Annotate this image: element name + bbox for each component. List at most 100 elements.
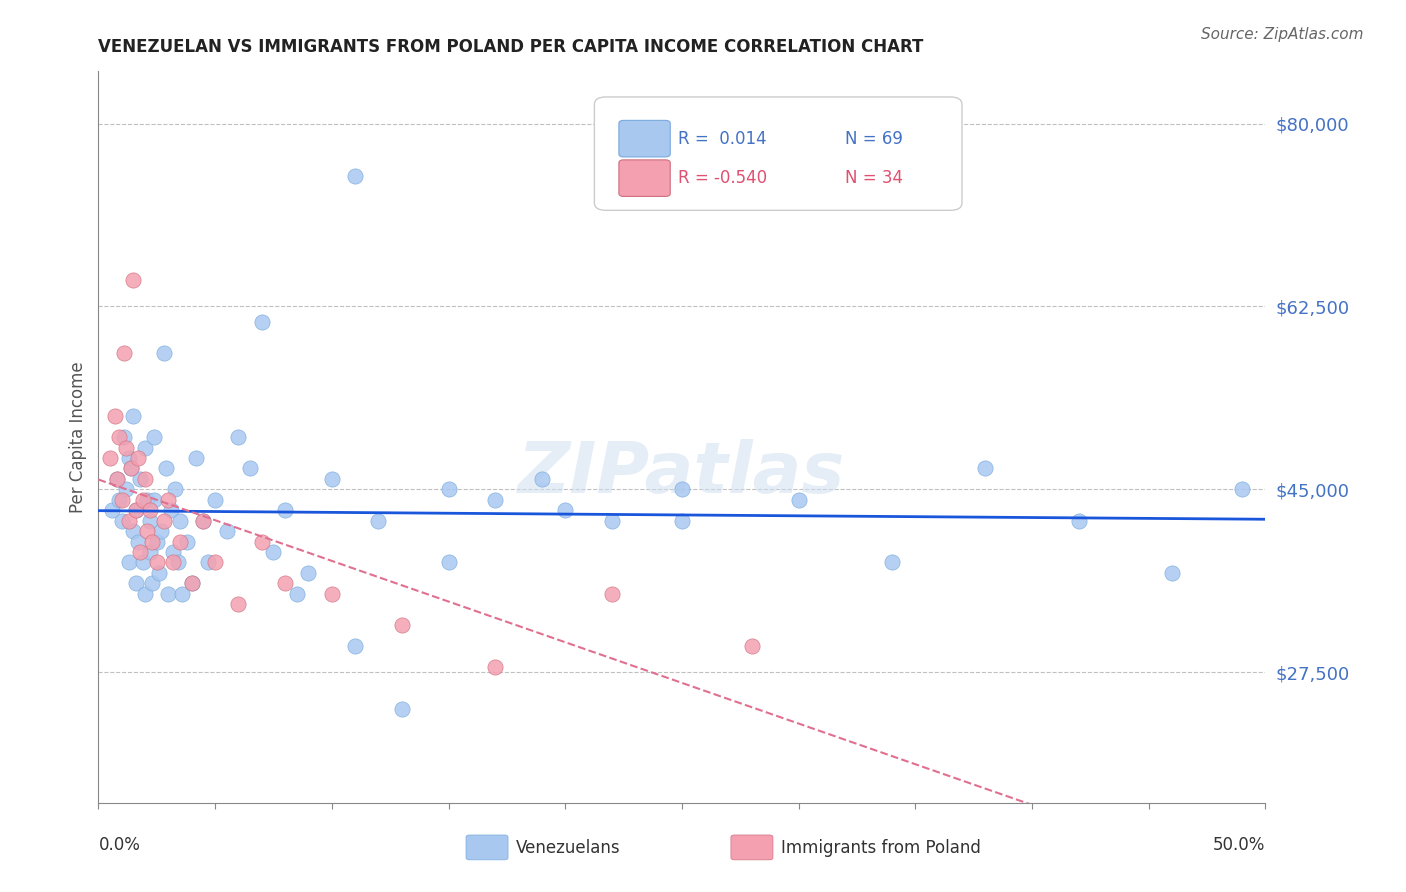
Point <box>125 503 148 517</box>
Point <box>554 503 576 517</box>
Point <box>600 587 623 601</box>
Point <box>111 492 134 507</box>
Point <box>143 492 166 507</box>
Point <box>204 492 226 507</box>
Point <box>112 346 135 360</box>
Text: ZIPatlas: ZIPatlas <box>519 439 845 508</box>
Point <box>143 430 166 444</box>
Point <box>204 556 226 570</box>
Point <box>437 556 460 570</box>
Point <box>974 461 997 475</box>
Text: N = 34: N = 34 <box>845 169 903 187</box>
Point <box>193 514 215 528</box>
Text: Source: ZipAtlas.com: Source: ZipAtlas.com <box>1201 27 1364 42</box>
Point <box>193 514 215 528</box>
Point <box>127 534 149 549</box>
Point <box>166 556 188 570</box>
Point <box>98 450 121 465</box>
Point <box>180 576 202 591</box>
Point <box>1230 483 1253 497</box>
Point <box>391 618 413 632</box>
Point <box>391 702 413 716</box>
Point <box>148 566 170 580</box>
Point <box>169 534 191 549</box>
FancyBboxPatch shape <box>619 160 671 196</box>
Point <box>250 534 273 549</box>
Point <box>112 430 135 444</box>
Text: VENEZUELAN VS IMMIGRANTS FROM POLAND PER CAPITA INCOME CORRELATION CHART: VENEZUELAN VS IMMIGRANTS FROM POLAND PER… <box>98 38 924 56</box>
Point <box>129 545 152 559</box>
Point <box>118 450 141 465</box>
Point <box>136 492 159 507</box>
Point <box>180 576 202 591</box>
Point <box>285 587 308 601</box>
Point <box>165 483 187 497</box>
Point <box>132 492 155 507</box>
Point <box>139 503 162 517</box>
Point <box>152 514 174 528</box>
Point <box>1067 514 1090 528</box>
Point <box>172 587 194 601</box>
Point <box>530 472 553 486</box>
Point <box>157 492 180 507</box>
Point <box>115 483 138 497</box>
Text: N = 69: N = 69 <box>845 129 903 148</box>
Point <box>344 169 367 183</box>
Point <box>197 556 219 570</box>
FancyBboxPatch shape <box>731 835 773 860</box>
Point <box>129 472 152 486</box>
Text: R =  0.014: R = 0.014 <box>679 129 768 148</box>
FancyBboxPatch shape <box>465 835 508 860</box>
Point <box>239 461 262 475</box>
Point <box>157 587 180 601</box>
Point <box>321 472 343 486</box>
Point <box>274 503 297 517</box>
Point <box>134 587 156 601</box>
Point <box>105 472 128 486</box>
Point <box>120 461 142 475</box>
Point <box>671 514 693 528</box>
Point <box>122 524 145 538</box>
Point <box>122 409 145 424</box>
Point <box>671 483 693 497</box>
Point <box>125 576 148 591</box>
Point <box>274 576 297 591</box>
Point <box>104 409 127 424</box>
Point <box>215 524 238 538</box>
Text: 50.0%: 50.0% <box>1213 836 1265 854</box>
Point <box>146 534 169 549</box>
Point <box>127 450 149 465</box>
Point <box>139 514 162 528</box>
Point <box>228 597 250 611</box>
Point <box>155 461 177 475</box>
Text: 0.0%: 0.0% <box>98 836 141 854</box>
Point <box>150 524 173 538</box>
Point <box>101 503 124 517</box>
Point <box>141 534 163 549</box>
Text: Immigrants from Poland: Immigrants from Poland <box>782 839 981 857</box>
Point <box>134 472 156 486</box>
Point <box>600 514 623 528</box>
Point <box>132 556 155 570</box>
Point <box>1161 566 1184 580</box>
Point <box>169 514 191 528</box>
Point <box>159 503 181 517</box>
Point <box>125 503 148 517</box>
Point <box>108 492 131 507</box>
FancyBboxPatch shape <box>595 97 962 211</box>
Point <box>186 450 208 465</box>
Point <box>321 587 343 601</box>
Point <box>134 441 156 455</box>
Point <box>139 545 162 559</box>
Point <box>262 545 284 559</box>
Point <box>141 576 163 591</box>
Point <box>344 639 367 653</box>
Point <box>228 430 250 444</box>
Point <box>136 524 159 538</box>
Point <box>297 566 319 580</box>
Text: R = -0.540: R = -0.540 <box>679 169 768 187</box>
Y-axis label: Per Capita Income: Per Capita Income <box>69 361 87 513</box>
Point <box>484 660 506 674</box>
Point <box>122 273 145 287</box>
Point <box>484 492 506 507</box>
